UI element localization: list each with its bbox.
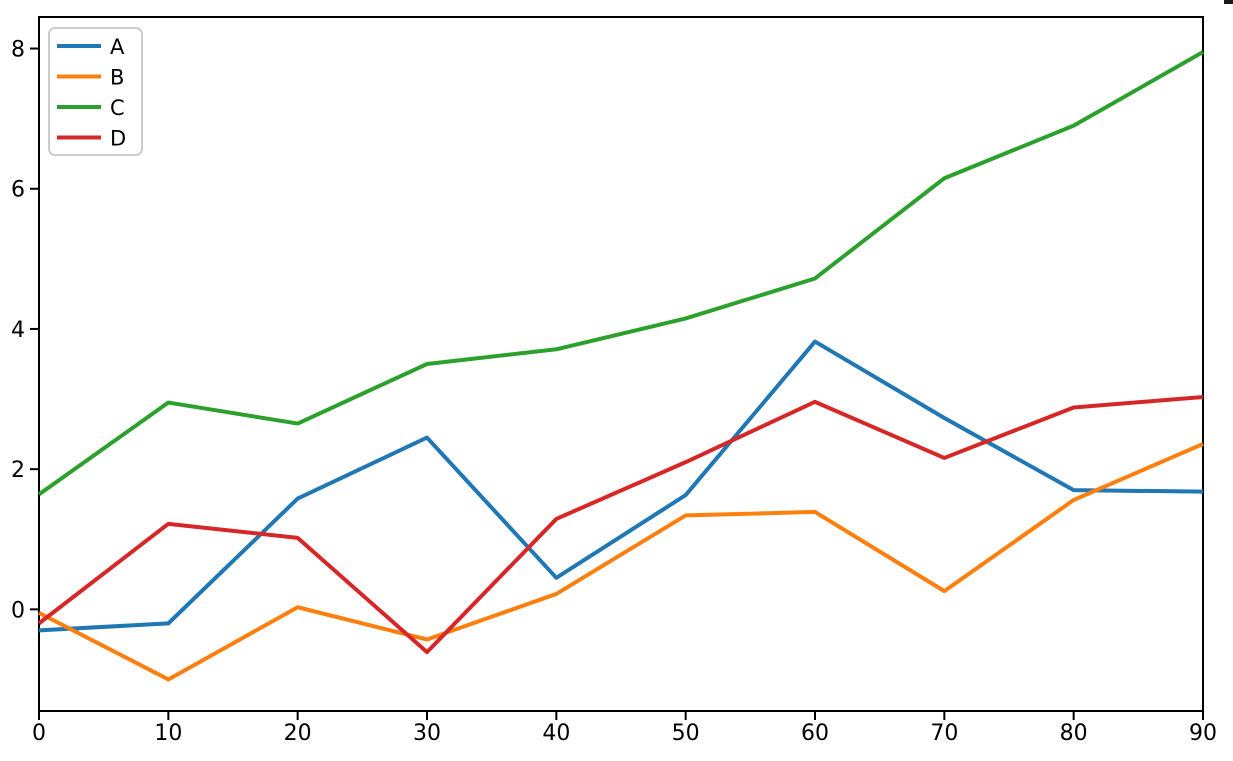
legend-box [48, 27, 143, 156]
legend-label-B: B [110, 66, 124, 90]
x-tick-label-10: 10 [154, 721, 182, 746]
x-tick-label-50: 50 [672, 721, 700, 746]
cropped-glyph-artifact [1224, 0, 1233, 4]
series-line-B [38, 442, 1204, 682]
legend-label-C: C [110, 96, 125, 120]
series-line-A [38, 339, 1204, 633]
x-tick-label-90: 90 [1189, 721, 1217, 746]
y-tick-label-8: 8 [11, 38, 25, 63]
x-tick-label-60: 60 [801, 721, 829, 746]
series-line-C [37, 50, 1204, 497]
x-tick-label-70: 70 [930, 721, 958, 746]
y-tick-label-4: 4 [11, 318, 25, 343]
x-tick-label-30: 30 [413, 721, 441, 746]
x-tick-label-20: 20 [284, 721, 312, 746]
y-tick-label-2: 2 [11, 458, 25, 483]
y-tick-label-6: 6 [11, 178, 25, 203]
x-tick-label-40: 40 [542, 721, 570, 746]
y-tick-label-0: 0 [11, 598, 25, 623]
x-tick-label-0: 0 [32, 721, 46, 746]
legend-label-A: A [110, 35, 125, 59]
x-tick-label-80: 80 [1060, 721, 1088, 746]
legend-label-D: D [110, 127, 126, 151]
series-line-D [37, 394, 1204, 655]
plot-border [38, 16, 1204, 712]
